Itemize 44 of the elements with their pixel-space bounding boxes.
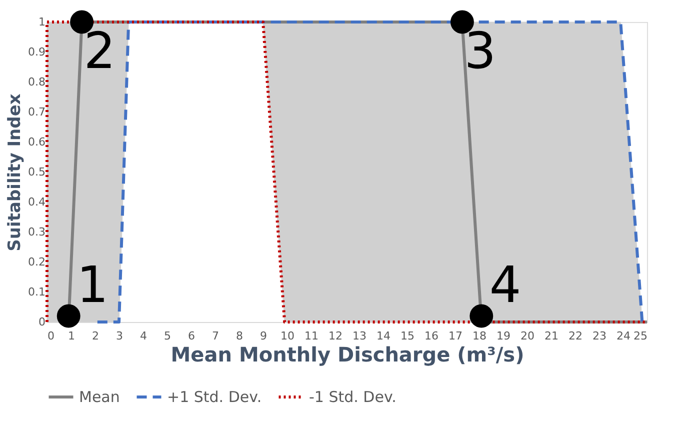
legend-label: Mean <box>79 388 120 406</box>
legend-label: +1 Std. Dev. <box>167 388 262 406</box>
x-tick-label: 21 <box>544 330 558 342</box>
x-tick-label: 2 <box>92 330 99 342</box>
x-tick-label: 17 <box>448 330 462 342</box>
x-tick-label: 3 <box>116 330 123 342</box>
y-tick-label: 0.4 <box>28 196 46 208</box>
x-tick-label: 13 <box>352 330 366 342</box>
annotation: 3 <box>464 22 496 80</box>
y-tick-label: 0 <box>38 316 46 328</box>
y-tick-label: 0.3 <box>28 226 46 238</box>
annotation: 2 <box>84 22 116 80</box>
y-tick-label: 1 <box>38 16 46 28</box>
x-tick-label: 4 <box>140 330 147 342</box>
x-tick-label: 5 <box>164 330 171 342</box>
x-tick-label: 16 <box>424 330 438 342</box>
x-tick-label: 14 <box>376 330 390 342</box>
y-axis-title: Suitability Index <box>5 94 26 252</box>
x-tick-label: 6 <box>188 330 195 342</box>
x-tick-label: 24 <box>616 330 630 342</box>
y-tick-label: 0.8 <box>28 76 46 88</box>
x-tick-label: 0 <box>48 330 54 342</box>
x-tick-label: 18 <box>472 330 486 342</box>
x-tick-label: 7 <box>212 330 219 342</box>
x-tick-label: 19 <box>496 330 510 342</box>
x-tick-label: 9 <box>260 330 267 342</box>
x-tick-label: 8 <box>236 330 243 342</box>
x-tick-label: 12 <box>328 330 342 342</box>
x-tick-label: 25 <box>634 330 648 342</box>
y-tick-label: 0.2 <box>28 256 46 268</box>
x-tick-label: 20 <box>520 330 534 342</box>
x-tick-label: 10 <box>280 330 294 342</box>
legend-label: -1 Std. Dev. <box>309 388 396 406</box>
x-tick-label: 11 <box>304 330 318 342</box>
y-tick-label: 0.9 <box>28 46 46 58</box>
x-axis-title: Mean Monthly Discharge (m³/s) <box>170 342 524 366</box>
y-tick-label: 0.5 <box>28 166 46 178</box>
y-tick-label: 0.6 <box>28 136 46 148</box>
y-tick-label: 0.1 <box>28 286 46 298</box>
y-tick-label: 0.7 <box>28 106 46 118</box>
x-tick-label: 1 <box>68 330 75 342</box>
x-tick-label: 15 <box>400 330 414 342</box>
x-tick-label: 22 <box>568 330 582 342</box>
x-tick-label: 23 <box>592 330 606 342</box>
